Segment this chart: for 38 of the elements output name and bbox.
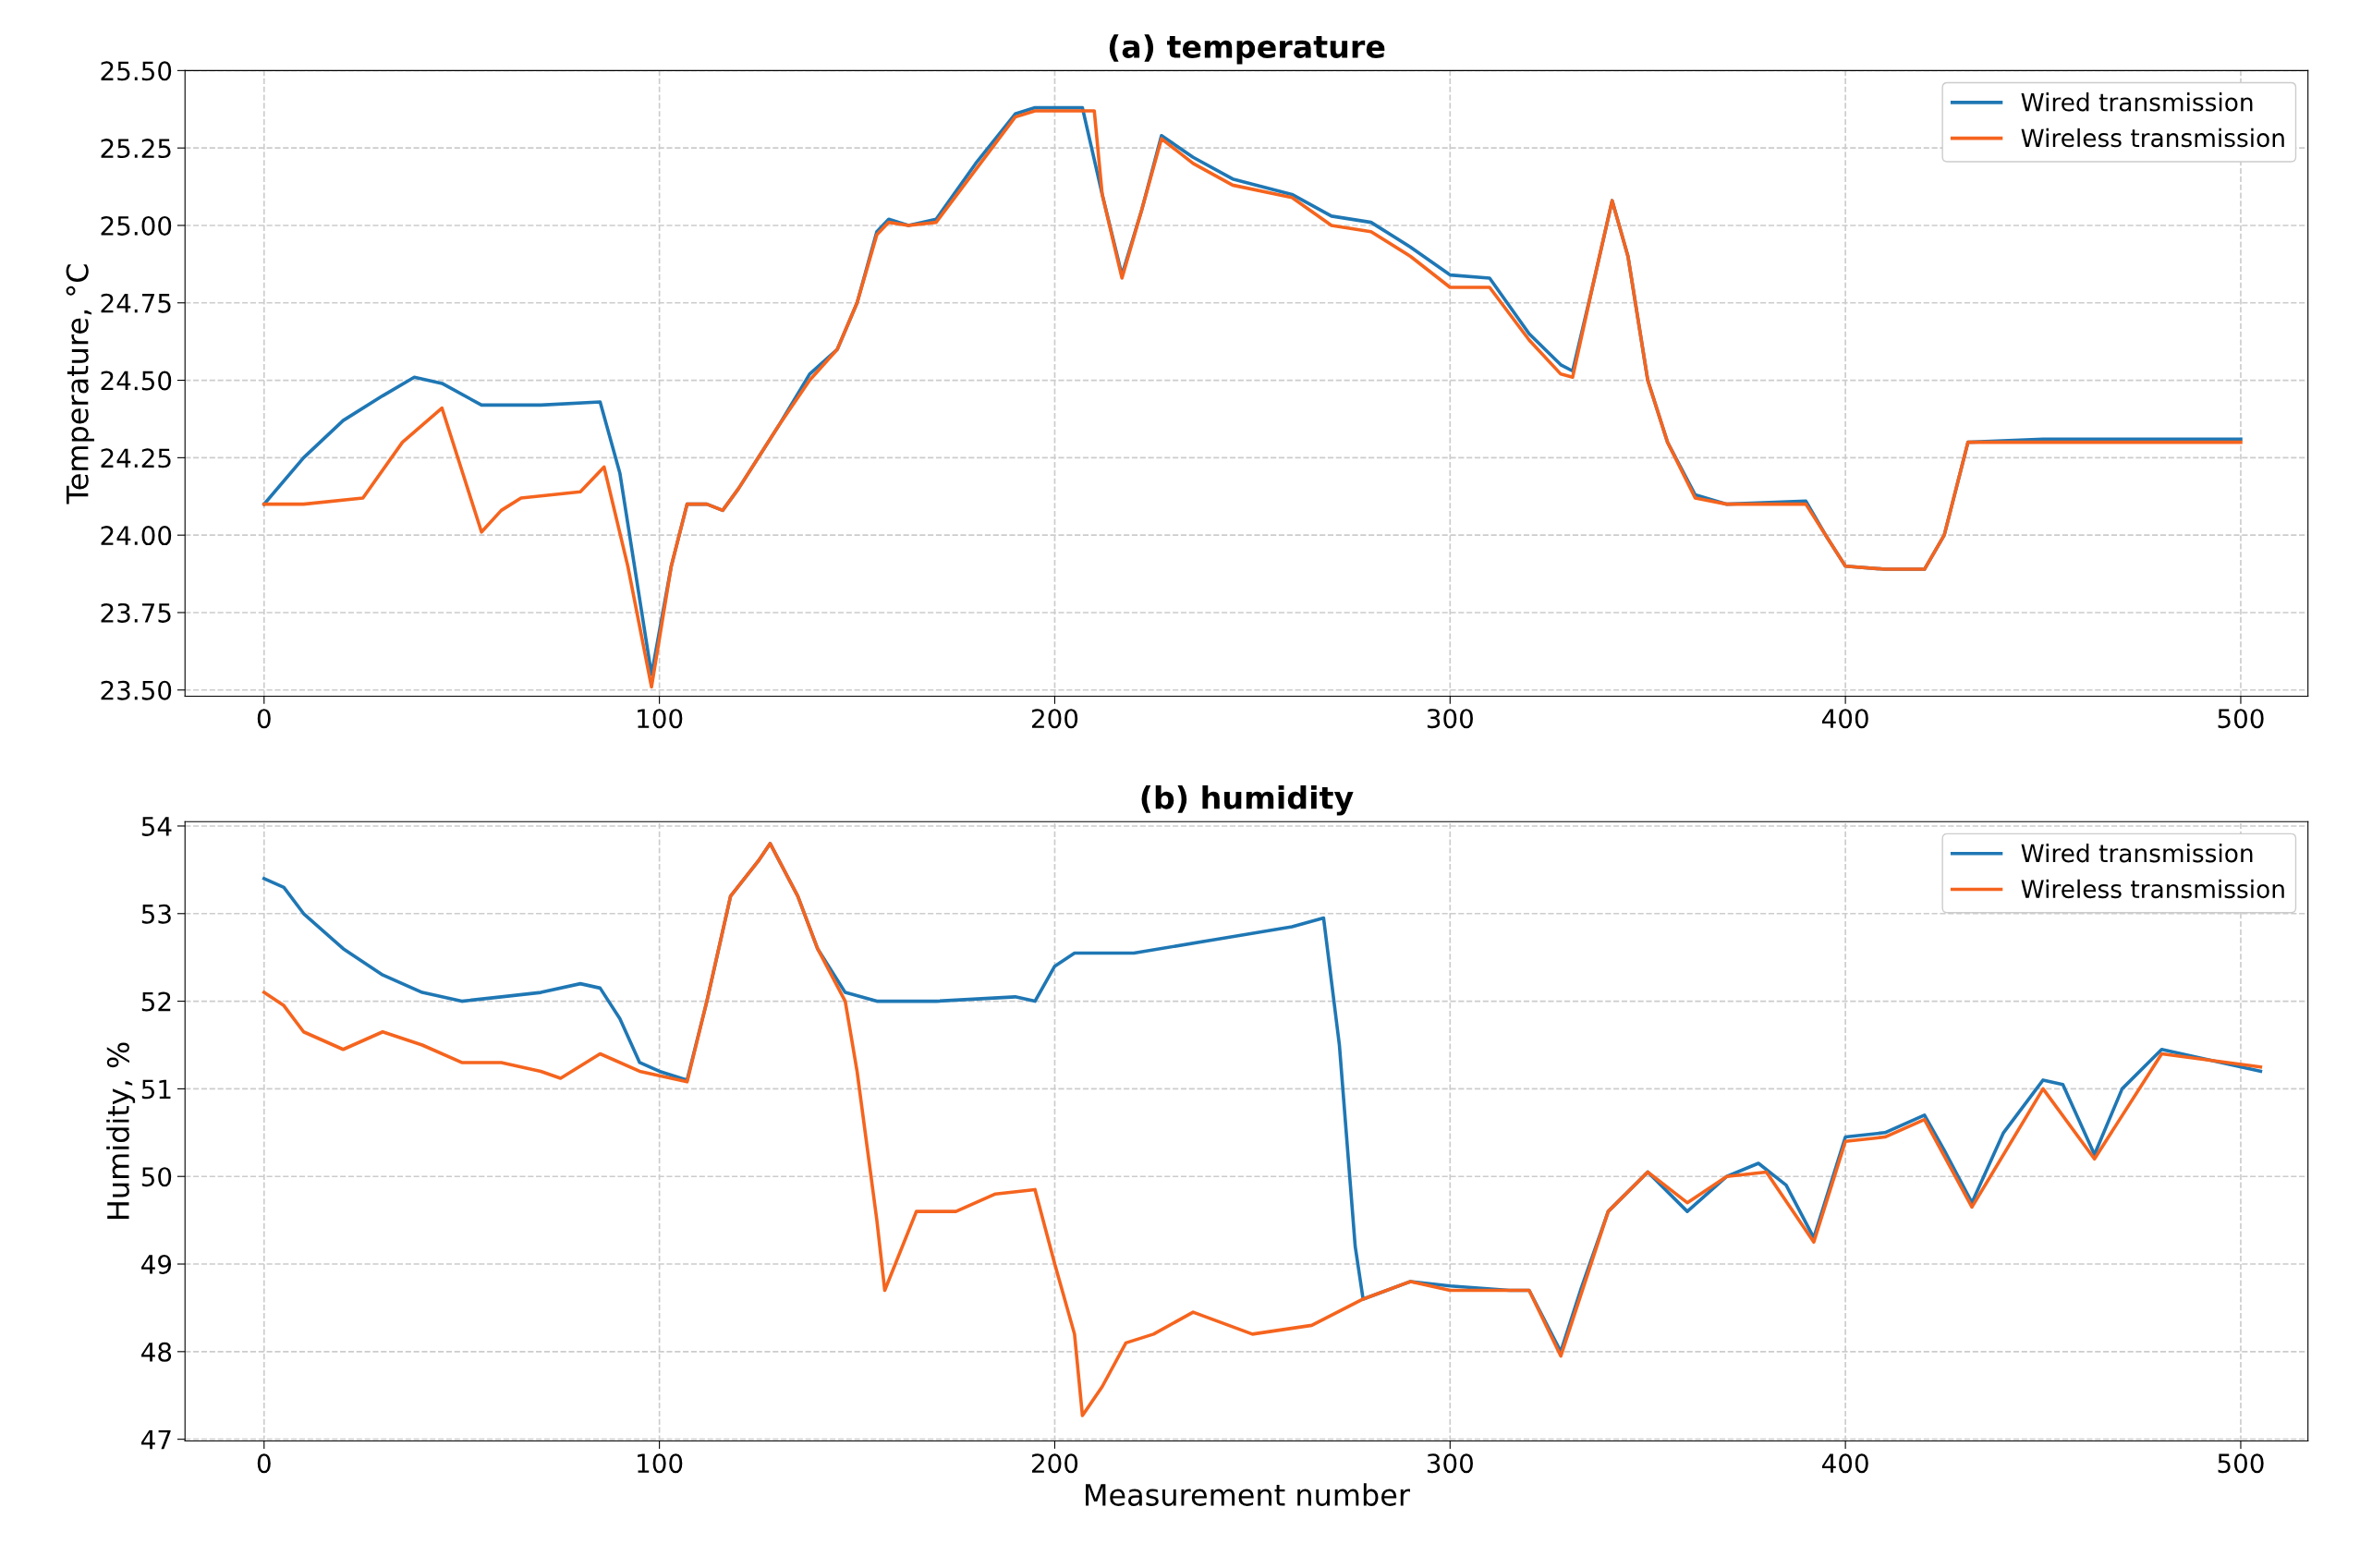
x-tick-label: 500 bbox=[2218, 1453, 2264, 1474]
y-axis-title: Humidity, % bbox=[106, 1042, 136, 1219]
x-tick-label: 400 bbox=[1821, 1453, 1868, 1474]
y-tick-label: 51 bbox=[141, 1079, 171, 1100]
y-tick-label: 52 bbox=[141, 991, 171, 1012]
y-axis-title: Temperature, °C bbox=[66, 264, 94, 504]
y-tick-label: 49 bbox=[141, 1254, 172, 1274]
legend-label: Wireless transmission bbox=[2021, 128, 2284, 148]
x-tick-label: 400 bbox=[1821, 709, 1868, 729]
y-tick-label: 23.75 bbox=[101, 602, 171, 623]
legend-label: Wireless transmission bbox=[2021, 879, 2284, 899]
y-tick-label: 24.00 bbox=[101, 526, 172, 546]
x-tick-label: 300 bbox=[1427, 1453, 1473, 1474]
x-axis-title: Measurement number bbox=[1086, 1483, 1411, 1506]
y-tick-label: 48 bbox=[141, 1342, 172, 1362]
y-tick-label: 53 bbox=[141, 904, 171, 924]
y-tick-label: 24.25 bbox=[101, 448, 171, 468]
y-tick-label: 25.50 bbox=[101, 61, 172, 81]
chart-title: (a) temperature bbox=[1109, 34, 1385, 65]
y-tick-label: 50 bbox=[141, 1167, 172, 1187]
x-tick-label: 200 bbox=[1031, 1453, 1078, 1474]
y-tick-label: 24.50 bbox=[101, 371, 172, 391]
y-tick-label: 23.50 bbox=[101, 680, 172, 700]
chart-title: (b) humidity bbox=[1141, 785, 1354, 816]
x-tick-label: 0 bbox=[257, 1453, 271, 1474]
y-tick-label: 47 bbox=[141, 1429, 171, 1450]
y-tick-label: 24.75 bbox=[101, 293, 171, 313]
y-tick-label: 25.25 bbox=[101, 139, 171, 159]
y-tick-label: 25.00 bbox=[101, 215, 172, 236]
legend-label: Wired transmission bbox=[2021, 843, 2253, 863]
x-tick-label: 200 bbox=[1031, 709, 1078, 729]
x-tick-label: 100 bbox=[638, 1453, 683, 1474]
x-tick-label: 100 bbox=[638, 709, 683, 729]
x-tick-label: 500 bbox=[2218, 709, 2264, 729]
x-tick-label: 300 bbox=[1427, 709, 1473, 729]
x-tick-label: 0 bbox=[257, 709, 271, 729]
legend-label: Wired transmission bbox=[2021, 92, 2253, 112]
y-tick-label: 54 bbox=[141, 817, 172, 836]
